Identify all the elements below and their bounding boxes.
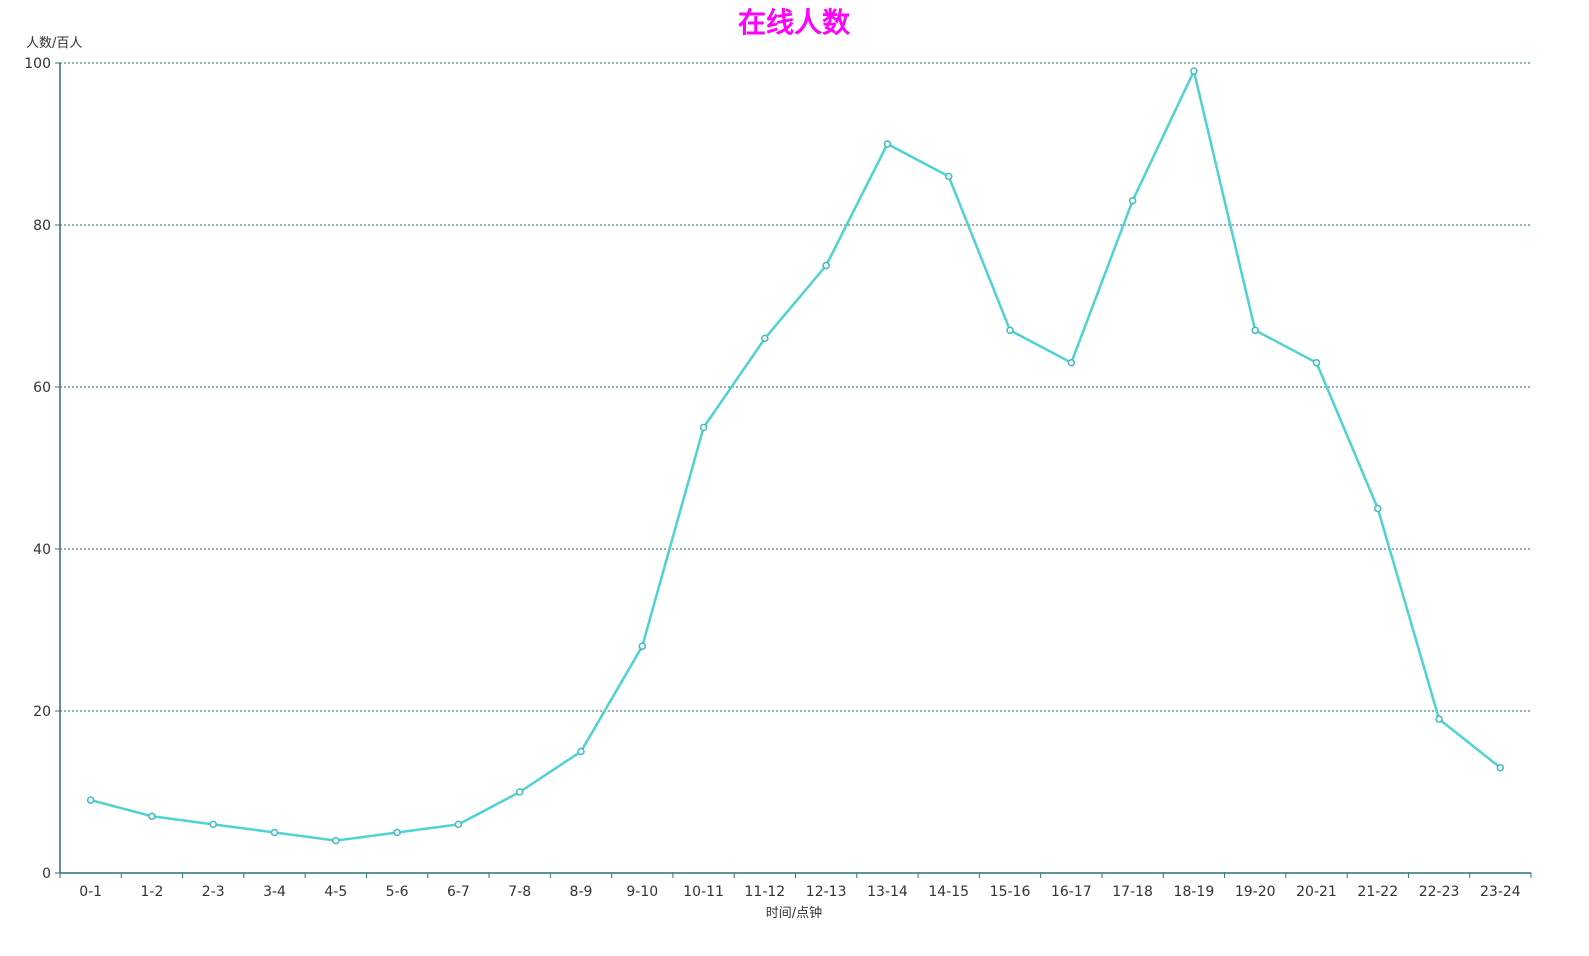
data-point[interactable] <box>332 836 340 845</box>
x-tick-label: 5-6 <box>386 884 409 900</box>
y-axis-label: 人数/百人 <box>26 36 82 51</box>
data-point[interactable] <box>148 812 156 821</box>
data-point[interactable] <box>1006 326 1014 335</box>
data-point[interactable] <box>577 747 585 756</box>
data-point[interactable] <box>761 334 769 343</box>
data-point[interactable] <box>699 423 708 432</box>
x-tick-label: 2-3 <box>202 884 225 900</box>
x-tick-label: 16-17 <box>1051 884 1092 900</box>
x-tick-label: 11-12 <box>745 884 786 900</box>
x-tick-label: 10-11 <box>683 884 724 900</box>
x-tick-label: 7-8 <box>508 884 531 900</box>
x-tick-label: 17-18 <box>1112 884 1153 900</box>
data-point[interactable] <box>638 642 647 650</box>
data-point[interactable] <box>270 828 279 837</box>
y-tick-label: 40 <box>33 542 51 558</box>
data-point[interactable] <box>1128 196 1137 205</box>
x-tick-label: 8-9 <box>570 884 593 900</box>
x-tick-label: 3-4 <box>263 884 286 900</box>
y-tick-label: 0 <box>42 866 51 882</box>
series-line <box>90 69 1502 842</box>
data-point[interactable] <box>1312 358 1321 367</box>
x-tick-label: 22-23 <box>1419 884 1460 900</box>
data-point[interactable] <box>515 788 524 796</box>
x-tick-label: 4-5 <box>324 884 347 900</box>
data-point[interactable] <box>1374 504 1382 513</box>
x-tick-label: 23-24 <box>1480 884 1521 900</box>
x-tick-label: 12-13 <box>806 884 847 900</box>
axes: 0 20 40 60 80 100 0-1 1-2 2-3 3-4 4-5 5-6 6-7 7-8 8-9 9… <box>24 56 1532 900</box>
gridlines <box>60 62 1531 712</box>
x-tick-label: 14-15 <box>928 884 969 900</box>
chart-title: 在线人数 <box>738 6 851 39</box>
x-tick-label: 19-20 <box>1235 884 1276 900</box>
data-point[interactable] <box>1067 358 1076 367</box>
data-point[interactable] <box>393 828 401 837</box>
x-axis-label: 时间/点钟 <box>766 905 822 921</box>
data-point[interactable] <box>1496 763 1505 772</box>
x-tick-label: 0-1 <box>79 884 102 900</box>
x-tick-label: 20-21 <box>1296 884 1337 900</box>
x-tick-label: 9-10 <box>626 884 658 900</box>
data-point[interactable] <box>944 172 953 181</box>
y-tick-label: 20 <box>33 704 51 720</box>
y-tick-label: 60 <box>33 380 51 396</box>
x-tick-label: 6-7 <box>447 884 470 900</box>
x-tick-label: 21-22 <box>1357 884 1398 900</box>
x-tick-label: 15-16 <box>990 884 1031 900</box>
x-tick-label: 13-14 <box>867 884 908 900</box>
series-layer <box>86 67 1505 845</box>
data-point[interactable] <box>883 140 892 148</box>
y-tick-label: 80 <box>33 218 51 234</box>
data-point[interactable] <box>1190 67 1198 75</box>
x-tick-label: 18-19 <box>1174 884 1215 900</box>
data-point[interactable] <box>454 820 463 829</box>
data-point[interactable] <box>1251 326 1259 335</box>
data-point[interactable] <box>822 261 830 270</box>
x-tick-label: 1-2 <box>141 884 164 900</box>
data-point[interactable] <box>1435 715 1443 723</box>
data-point[interactable] <box>209 820 217 829</box>
y-tick-label: 100 <box>24 56 51 72</box>
data-point[interactable] <box>86 796 95 804</box>
